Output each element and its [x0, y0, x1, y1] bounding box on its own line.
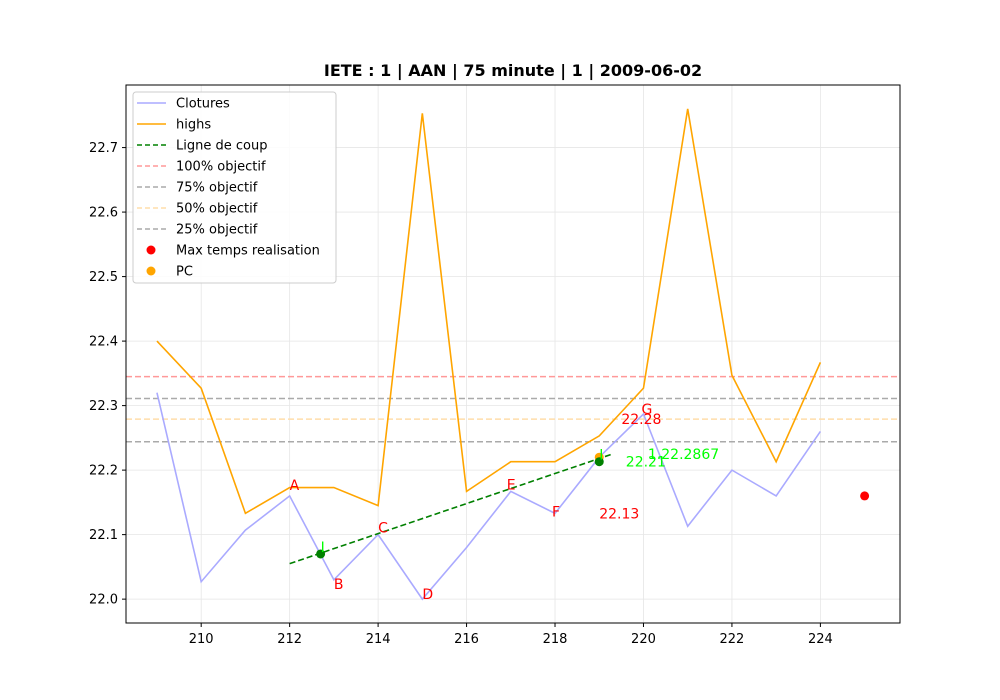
series-line-highs — [156, 108, 822, 515]
legend-label: 100% objectif — [176, 160, 266, 175]
y-tick-label: 22.5 — [89, 270, 118, 285]
legend-label: Ligne de coup — [176, 139, 267, 154]
legend-label: 75% objectif — [176, 181, 258, 196]
scatter-points — [316, 452, 870, 559]
y-tick-label: 22.4 — [89, 335, 118, 350]
series-lines — [156, 108, 822, 601]
legend-label: Max temps realisation — [176, 244, 320, 259]
point-label: I — [321, 540, 325, 556]
point-label: E — [507, 477, 516, 493]
chart-title: IETE : 1 | AAN | 75 minute | 1 | 2009-06… — [324, 61, 702, 81]
legend-marker — [146, 245, 156, 255]
green-point — [316, 549, 326, 559]
x-tick-label: 224 — [808, 632, 833, 647]
x-tick-label: 212 — [277, 632, 302, 647]
trade-line — [289, 453, 613, 565]
scatter-point — [860, 491, 870, 501]
legend-label: Clotures — [176, 97, 230, 112]
value-label: 1.22.2867 — [648, 447, 719, 463]
legend-label: 50% objectif — [176, 202, 258, 217]
x-tick-label: 220 — [631, 632, 656, 647]
y-tick-label: 22.3 — [89, 399, 118, 414]
y-tick-label: 22.2 — [89, 464, 118, 479]
legend-box — [132, 91, 337, 284]
series-line-clotures — [156, 392, 822, 601]
point-label: F — [552, 504, 560, 520]
legend: Clotures highs Ligne de coup 100% objectif 7… — [132, 91, 337, 284]
y-tick-label: 22.1 — [89, 528, 118, 543]
y-tick-label: 22.6 — [89, 206, 118, 221]
grid — [126, 85, 900, 623]
point-label: C — [378, 521, 388, 537]
point-label: D — [422, 587, 433, 603]
legend-marker — [146, 266, 156, 276]
x-tick-label: 222 — [720, 632, 745, 647]
value-label: 22.21 — [626, 455, 666, 471]
y-tick-label: 22.7 — [89, 141, 118, 156]
axis-ticks: 210 212 214 216 218 220 222 224 22.0 22.1 22.2 22.3… — [89, 141, 833, 647]
x-tick-label: 216 — [454, 632, 479, 647]
x-tick-label: 218 — [543, 632, 568, 647]
annotations: A B C D E F G I I 22.28 22.13 22.211.22.2867 — [290, 402, 720, 603]
x-tick-label: 210 — [189, 632, 214, 647]
point-label: I — [599, 448, 603, 464]
y-tick-label: 22.0 — [89, 593, 118, 608]
legend-label: PC — [176, 265, 193, 280]
point-label: A — [290, 478, 300, 494]
point-label: G — [641, 402, 652, 418]
value-label: 22.28 — [621, 412, 661, 428]
point-label: B — [334, 577, 344, 593]
green-point — [594, 457, 604, 467]
objective-lines — [126, 375, 900, 443]
x-tick-label: 214 — [366, 632, 391, 647]
legend-label: highs — [176, 118, 211, 133]
value-label: 22.13 — [599, 506, 639, 522]
legend-label: 25% objectif — [176, 223, 258, 238]
plot-frame — [125, 84, 901, 624]
